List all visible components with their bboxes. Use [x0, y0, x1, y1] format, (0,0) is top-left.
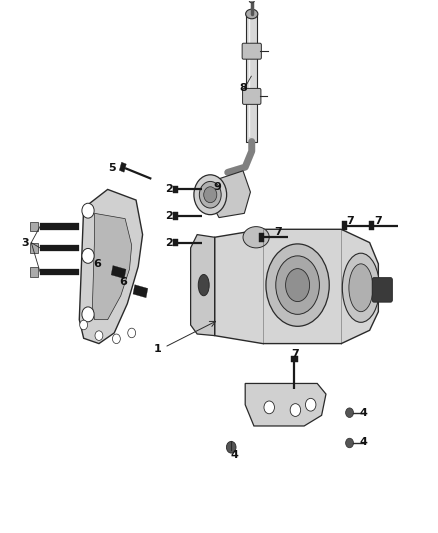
Polygon shape [40, 269, 79, 275]
Ellipse shape [286, 269, 310, 302]
Ellipse shape [199, 181, 221, 208]
Polygon shape [120, 162, 126, 172]
Polygon shape [246, 14, 258, 142]
Ellipse shape [343, 253, 379, 322]
Ellipse shape [246, 9, 258, 19]
Polygon shape [342, 221, 347, 230]
Ellipse shape [249, 0, 254, 3]
Polygon shape [173, 185, 177, 193]
Text: 3: 3 [21, 238, 28, 247]
Text: 4: 4 [359, 408, 367, 418]
Circle shape [226, 441, 236, 453]
Text: 7: 7 [292, 349, 299, 359]
Polygon shape [79, 189, 143, 344]
Polygon shape [111, 265, 126, 279]
Text: 4: 4 [230, 450, 238, 460]
Ellipse shape [198, 274, 209, 296]
Text: 8: 8 [239, 83, 247, 93]
Circle shape [128, 328, 136, 338]
Polygon shape [30, 222, 38, 231]
Text: 2: 2 [165, 211, 173, 221]
Polygon shape [173, 212, 177, 220]
Ellipse shape [266, 244, 329, 326]
Circle shape [305, 398, 316, 411]
Circle shape [80, 320, 88, 330]
Polygon shape [40, 223, 79, 230]
Polygon shape [245, 383, 326, 426]
Polygon shape [212, 171, 251, 217]
Circle shape [290, 403, 300, 416]
Polygon shape [92, 213, 132, 320]
Circle shape [264, 401, 275, 414]
Text: 1: 1 [154, 344, 162, 354]
Ellipse shape [276, 256, 319, 314]
Text: 4: 4 [359, 437, 367, 447]
Text: 6: 6 [93, 259, 101, 269]
Polygon shape [30, 267, 38, 277]
Circle shape [82, 248, 94, 263]
Ellipse shape [194, 175, 226, 215]
Polygon shape [30, 243, 38, 253]
Circle shape [346, 408, 353, 417]
Ellipse shape [243, 227, 269, 248]
Polygon shape [290, 356, 297, 362]
Text: 7: 7 [346, 216, 354, 227]
Polygon shape [173, 239, 177, 246]
Circle shape [113, 334, 120, 344]
Circle shape [346, 438, 353, 448]
Text: 7: 7 [374, 216, 382, 227]
FancyBboxPatch shape [242, 43, 261, 59]
Polygon shape [369, 221, 374, 230]
Text: 2: 2 [165, 238, 173, 247]
FancyBboxPatch shape [243, 88, 261, 104]
Text: 9: 9 [213, 182, 221, 192]
Polygon shape [259, 233, 264, 241]
Circle shape [82, 307, 94, 322]
Ellipse shape [204, 187, 217, 203]
Circle shape [82, 203, 94, 218]
Polygon shape [133, 285, 148, 298]
Text: 6: 6 [119, 278, 127, 287]
Polygon shape [191, 235, 215, 336]
Text: 2: 2 [165, 184, 173, 195]
Ellipse shape [349, 264, 373, 312]
FancyBboxPatch shape [372, 278, 392, 302]
Polygon shape [215, 229, 378, 344]
Polygon shape [40, 245, 79, 251]
Text: 5: 5 [108, 163, 116, 173]
Text: 7: 7 [274, 227, 282, 237]
Circle shape [95, 331, 103, 341]
